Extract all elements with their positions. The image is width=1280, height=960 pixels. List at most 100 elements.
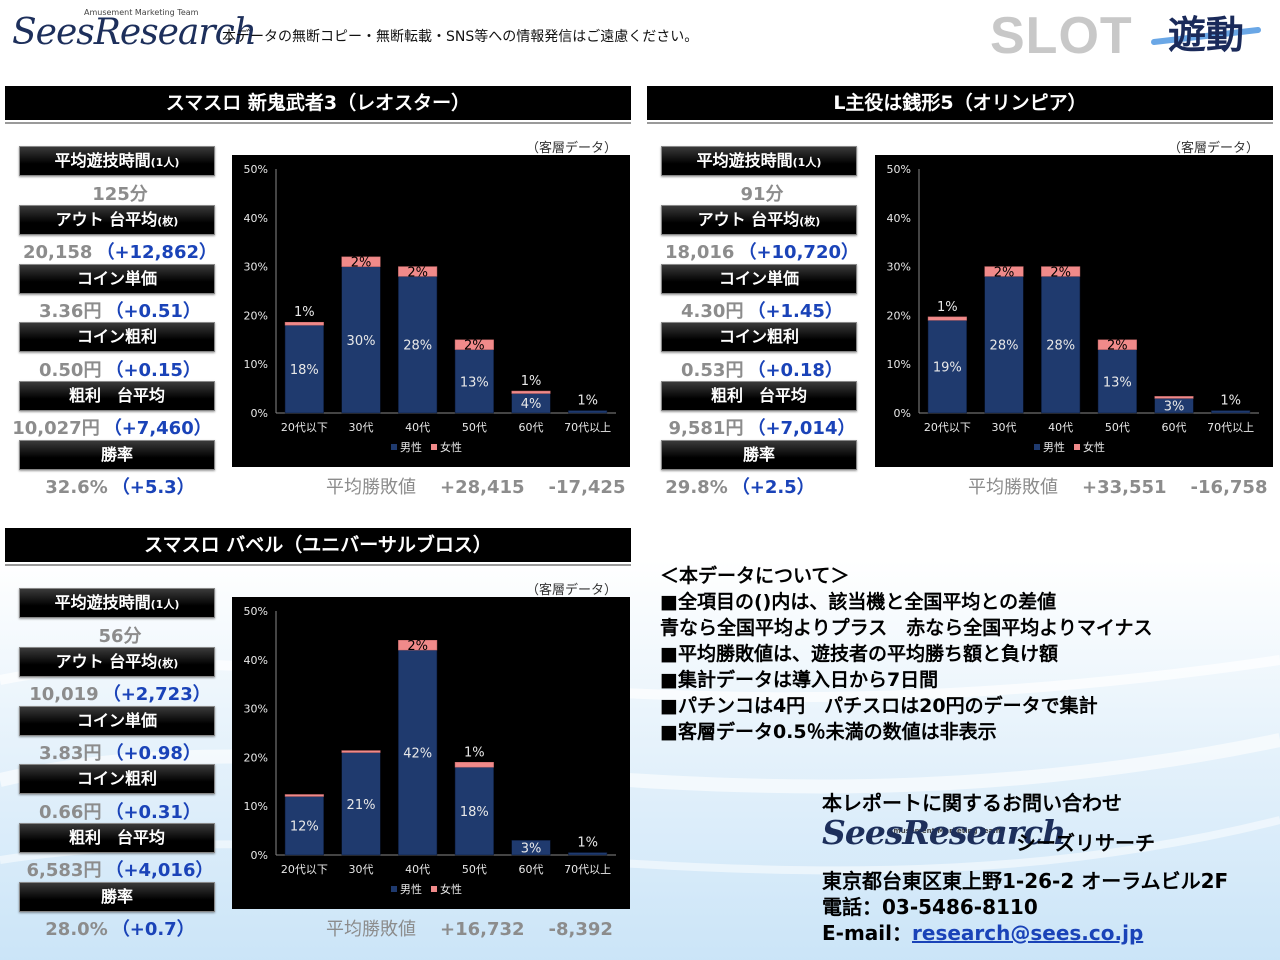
bar-female <box>1097 339 1137 350</box>
profit-label: 粗利 台平均 <box>19 823 215 853</box>
legend-swatch-female <box>1074 444 1080 450</box>
out-value: 18,016 （+10,720） <box>664 242 859 263</box>
company-name: シーズリサーチ <box>1016 831 1155 855</box>
winloss-2: 平均勝敗値 +33,551 -16,758 <box>968 477 1268 498</box>
win-rate-label: 勝率 <box>19 882 215 912</box>
age-chart-2: 0% 10% 20% 30% 40% 50% 20代以下 19% 1% 30代 28% 2% 40代 28… <box>875 155 1273 467</box>
x-tick-label: 30代 <box>349 421 374 434</box>
x-tick-label: 40代 <box>1048 421 1073 434</box>
data-label-male: 13% <box>460 375 489 390</box>
email-link[interactable]: research@sees.co.jp <box>912 921 1144 945</box>
avg-time-value: 125分 <box>92 184 148 205</box>
about-line: ■客層データ0.5％未満の数値は非表示 <box>660 721 997 743</box>
panel-title-1: スマスロ 新鬼武者3（レオスター） <box>5 86 631 120</box>
about-section: ＜本データについて＞ ■全項目の()内は、該当機と全国平均との差値 青なら全国平… <box>660 563 1152 745</box>
bar-female <box>1154 396 1194 399</box>
age-chart-1: 0% 10% 20% 30% 40% 50% 20代以下 18% 1% 30代 30% 2% 40代 28… <box>232 155 630 467</box>
data-label-male: 4% <box>521 397 542 412</box>
x-tick-label: 60代 <box>519 863 544 876</box>
x-tick-label: 30代 <box>992 421 1017 434</box>
data-label-female: 2% <box>464 339 485 354</box>
email-row: E-mail：research@sees.co.jp <box>822 920 1228 946</box>
chart-svg: 0% 10% 20% 30% 40% 50% 20代以下 18% 1% 30代 30% 2% 40代 28… <box>244 163 616 454</box>
bar-male <box>284 796 324 856</box>
x-tick-label: 20代以下 <box>281 421 328 434</box>
bar-female <box>984 266 1024 277</box>
logo-text: SeesResearch <box>822 813 1066 852</box>
data-label-female: 2% <box>994 265 1015 280</box>
bar-male <box>454 349 494 414</box>
customer-data-label: （客層データ） <box>526 583 618 598</box>
data-label-female: 2% <box>1050 265 1071 280</box>
bar-male <box>284 324 324 414</box>
x-tick-label: 30代 <box>349 863 374 876</box>
avg-time-label: 平均遊技時間(1人) <box>661 146 857 176</box>
bar-female <box>341 256 381 267</box>
data-label-female: 2% <box>407 639 428 654</box>
legend-swatch-male <box>391 444 397 450</box>
profit-label: 粗利 台平均 <box>661 381 857 411</box>
coin-price-label: コイン単価 <box>19 264 215 294</box>
chart-svg: 0% 10% 20% 30% 40% 50% 20代以下 19% 1% 30代 28% 2% 40代 28… <box>887 163 1259 454</box>
x-tick-label: 60代 <box>1162 421 1187 434</box>
x-tick-label: 50代 <box>462 421 487 434</box>
bar-female <box>284 794 324 797</box>
profit-value: 10,027円 （+7,460） <box>12 418 212 439</box>
data-label-male: 28% <box>1046 339 1075 354</box>
data-label-female: 1% <box>577 394 598 409</box>
email-label: E-mail： <box>822 921 913 945</box>
out-label: アウト 台平均(枚) <box>19 647 215 677</box>
avg-time-label: 平均遊技時間(1人) <box>19 588 215 618</box>
coin-price-value: 3.36円 （+0.51） <box>39 301 201 322</box>
y-tick-label: 20% <box>887 309 911 322</box>
x-tick-label: 40代 <box>405 863 430 876</box>
bar-female <box>341 750 381 753</box>
data-label-female: 1% <box>294 305 315 320</box>
legend-label-male: 男性 <box>1043 440 1065 454</box>
bar-female <box>1041 266 1081 277</box>
customer-data-label: （客層データ） <box>1168 141 1260 156</box>
data-label-female: 2% <box>351 256 372 271</box>
y-tick-label: 0% <box>251 849 268 862</box>
bar-male <box>341 266 381 414</box>
coin-price-label: コイン単価 <box>19 706 215 736</box>
avg-time-value: 91分 <box>740 184 784 205</box>
y-tick-label: 10% <box>244 800 268 813</box>
y-tick-label: 0% <box>894 407 911 420</box>
bar-male <box>1097 349 1137 414</box>
y-tick-label: 50% <box>244 163 268 176</box>
bar-male <box>454 766 494 856</box>
address: 東京都台東区東上野1-26-2 オーラムビル2F <box>822 869 1229 893</box>
legend-label-male: 男性 <box>400 440 422 454</box>
win-rate-value: 28.0% （+0.7） <box>45 919 195 940</box>
out-label: アウト 台平均(枚) <box>661 205 857 235</box>
data-label-male: 42% <box>403 747 432 762</box>
bar-female <box>398 266 438 277</box>
coin-profit-label: コイン粗利 <box>661 322 857 352</box>
legend-swatch-male <box>1034 444 1040 450</box>
about-line: ■全項目の()内は、該当機と全国平均との差値 <box>660 591 1057 613</box>
x-tick-label: 50代 <box>1105 421 1130 434</box>
bar-male <box>568 410 608 414</box>
data-label-male: 21% <box>347 798 376 813</box>
panel-divider <box>647 122 1273 124</box>
contact-section: 本レポートに関するお問い合わせ Amusement Marketing Team… <box>822 790 1228 946</box>
x-tick-label: 70代以上 <box>564 421 611 434</box>
yudo-logo: 遊動 <box>1148 8 1264 60</box>
customer-data-label: （客層データ） <box>526 141 618 156</box>
avg-time-value: 56分 <box>98 626 142 647</box>
x-tick-label: 60代 <box>519 421 544 434</box>
phone: 電話：03-5486-8110 <box>822 895 1038 919</box>
x-tick-label: 70代以上 <box>564 863 611 876</box>
coin-price-value: 4.30円 （+1.45） <box>681 301 843 322</box>
bar-male <box>398 276 438 414</box>
bar-female <box>927 316 967 321</box>
data-label-female: 2% <box>1107 339 1128 354</box>
winloss-1: 平均勝敗値 +28,415 -17,425 <box>326 477 626 498</box>
panel-title-2: L主役は銭形5（オリンピア） <box>647 86 1273 120</box>
data-label-male: 19% <box>933 361 962 376</box>
coin-price-label: コイン単価 <box>661 264 857 294</box>
x-tick-label: 20代以下 <box>924 421 971 434</box>
copy-notice: 本データの無断コピー・無断転載・SNS等への情報発信はご遠慮ください。 <box>222 29 699 45</box>
data-label-male: 30% <box>347 334 376 349</box>
